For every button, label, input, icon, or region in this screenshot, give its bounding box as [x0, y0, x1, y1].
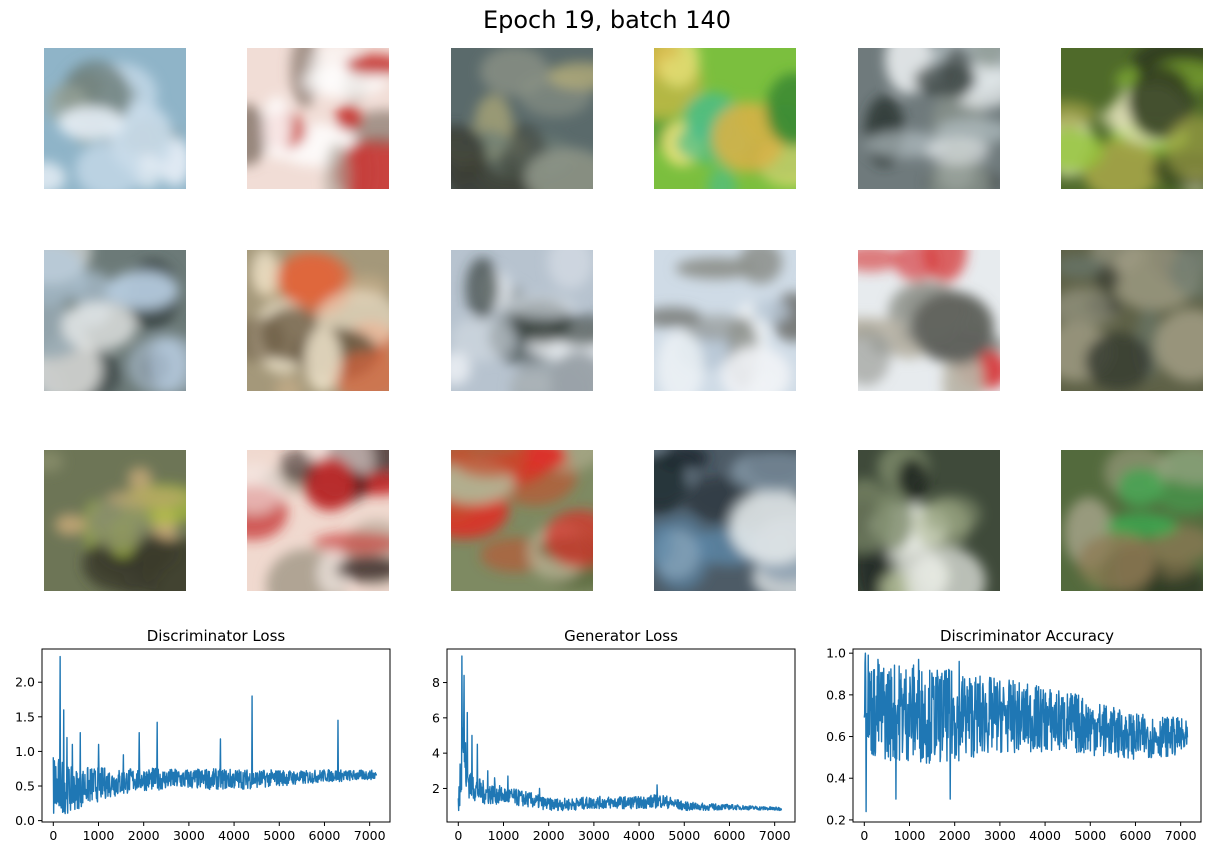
generated-sample-image — [451, 250, 593, 391]
x-tick-label: 5000 — [1074, 828, 1106, 843]
x-tick-label: 7000 — [1165, 828, 1197, 843]
generated-sample-image — [858, 48, 1000, 189]
generated-sample-image — [858, 250, 1000, 391]
y-tick-label: 4 — [432, 746, 440, 761]
x-tick-label: 7000 — [759, 828, 791, 843]
generator-loss-chart: Generator Loss 0 1000 2000 3000 4000 5000 6000 7… — [432, 625, 807, 853]
x-tick-label: 4000 — [1029, 828, 1061, 843]
series-line — [52, 655, 378, 815]
x-tick-label: 4000 — [623, 828, 655, 843]
chart-title: Discriminator Accuracy — [940, 627, 1114, 645]
y-tick-label: 0.5 — [15, 779, 35, 794]
y-tick-label: 0.6 — [826, 729, 846, 744]
x-tick-label: 2000 — [533, 828, 565, 843]
generated-sample-image — [247, 250, 389, 391]
generated-sample-image — [1061, 450, 1203, 591]
generated-sample-image — [1061, 48, 1203, 189]
x-tick-label: 1000 — [83, 828, 115, 843]
y-tick-label: 0.8 — [826, 687, 846, 702]
generated-sample-image — [44, 48, 186, 189]
y-tick-label: 6 — [432, 710, 440, 725]
y-tick-label: 0.2 — [826, 812, 846, 827]
discriminator-loss-chart: Discriminator Loss 0 1000 2000 3000 4000 5000 6… — [15, 625, 402, 853]
discriminator-accuracy-plot: Discriminator Accuracy 0 1000 2000 3000 4000 5… — [826, 627, 1202, 843]
generated-sample-image — [1061, 250, 1203, 391]
plot-frame — [41, 648, 391, 823]
y-tick-label: 2 — [432, 781, 440, 796]
generated-sample-image — [654, 450, 796, 591]
generated-sample-image — [44, 250, 186, 391]
generated-sample-image — [451, 48, 593, 189]
x-tick-label: 3000 — [173, 828, 205, 843]
x-tick-label: 0 — [49, 828, 57, 843]
plot-frame — [852, 648, 1202, 823]
y-tick-label: 2.0 — [15, 675, 35, 690]
discriminator-accuracy-chart: Discriminator Accuracy 0 1000 2000 3000 4000 5… — [826, 625, 1213, 853]
x-tick-label: 6000 — [714, 828, 746, 843]
y-tick-label: 1.0 — [826, 646, 846, 661]
x-tick-label: 1000 — [894, 828, 926, 843]
x-tick-label: 2000 — [128, 828, 160, 843]
generated-sample-image — [44, 450, 186, 591]
x-tick-label: 6000 — [309, 828, 341, 843]
generated-sample-image — [654, 250, 796, 391]
plot-frame — [446, 648, 796, 823]
x-tick-label: 7000 — [354, 828, 386, 843]
y-tick-label: 0.0 — [15, 813, 35, 828]
x-tick-label: 4000 — [218, 828, 250, 843]
chart-title: Discriminator Loss — [147, 627, 286, 645]
x-tick-label: 0 — [454, 828, 462, 843]
series-line — [457, 655, 783, 812]
y-tick-label: 0.4 — [826, 771, 846, 786]
generated-sample-image — [451, 450, 593, 591]
generated-sample-image — [247, 450, 389, 591]
generated-sample-image — [247, 48, 389, 189]
series-line — [863, 652, 1189, 813]
generator-loss-plot: Generator Loss 0 1000 2000 3000 4000 5000 6000 7… — [432, 627, 796, 843]
x-tick-label: 6000 — [1120, 828, 1152, 843]
x-tick-label: 5000 — [263, 828, 295, 843]
generated-sample-image — [654, 48, 796, 189]
generated-sample-image — [858, 450, 1000, 591]
y-tick-label: 1.5 — [15, 709, 35, 724]
y-tick-label: 1.0 — [15, 744, 35, 759]
y-tick-label: 8 — [432, 675, 440, 690]
figure-title: Epoch 19, batch 140 — [482, 6, 732, 34]
x-tick-label: 5000 — [668, 828, 700, 843]
x-tick-label: 2000 — [939, 828, 971, 843]
x-tick-label: 3000 — [984, 828, 1016, 843]
x-tick-label: 0 — [860, 828, 868, 843]
x-tick-label: 1000 — [488, 828, 520, 843]
discriminator-loss-plot: Discriminator Loss 0 1000 2000 3000 4000 5000 6… — [15, 627, 391, 843]
chart-title: Generator Loss — [564, 627, 678, 645]
x-tick-label: 3000 — [578, 828, 610, 843]
